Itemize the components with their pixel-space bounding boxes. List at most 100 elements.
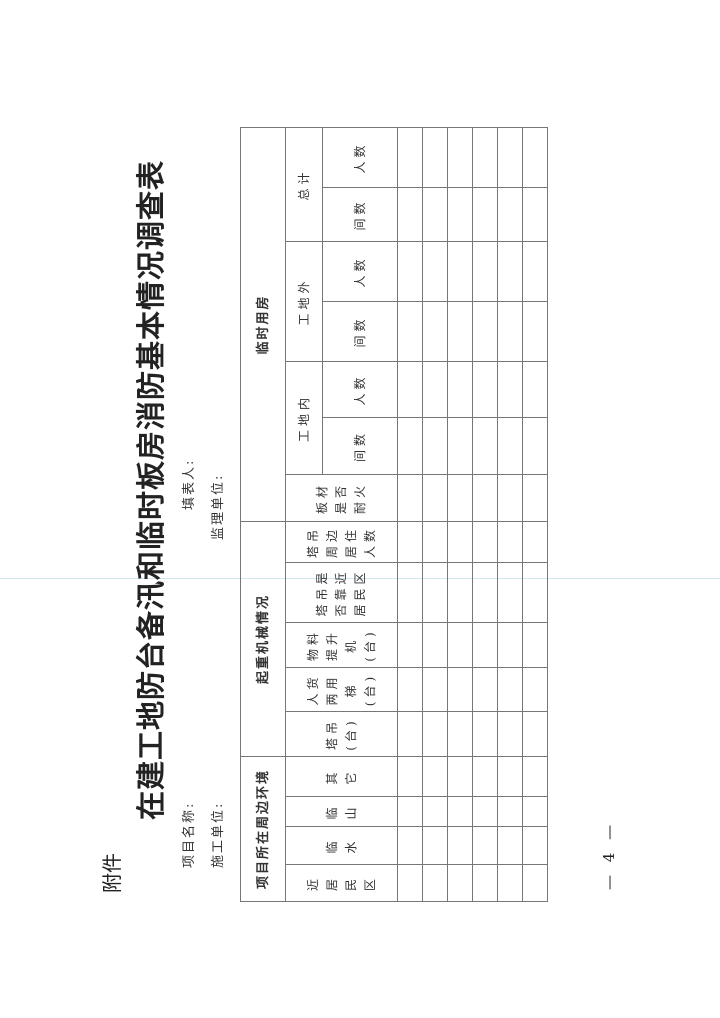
table-cell[interactable] xyxy=(447,301,473,362)
table-cell[interactable] xyxy=(497,622,523,668)
table-cell[interactable] xyxy=(472,622,498,668)
table-cell[interactable] xyxy=(522,127,548,188)
table-cell[interactable] xyxy=(422,826,448,865)
table-cell[interactable] xyxy=(422,474,448,522)
table-cell[interactable] xyxy=(497,474,523,522)
table-cell[interactable] xyxy=(472,864,498,902)
table-cell[interactable] xyxy=(397,474,423,522)
table-cell[interactable] xyxy=(447,622,473,668)
table-cell[interactable] xyxy=(497,521,523,563)
table-cell[interactable] xyxy=(472,521,498,563)
table-cell[interactable] xyxy=(472,417,498,475)
table-cell[interactable] xyxy=(497,756,523,797)
table-cell[interactable] xyxy=(522,241,548,302)
table-cell[interactable] xyxy=(422,187,448,242)
table-cell[interactable] xyxy=(397,361,423,418)
table-cell[interactable] xyxy=(447,187,473,242)
col-total-rooms: 间数 xyxy=(322,187,398,242)
table-cell[interactable] xyxy=(397,796,423,827)
table-cell[interactable] xyxy=(447,361,473,418)
survey-table: 项目所在周边环境 起重机械情况 临时用房 近 居 民 区 临 水 临 山 其 它… xyxy=(240,127,548,902)
table-cell[interactable] xyxy=(422,521,448,563)
table-cell[interactable] xyxy=(497,711,523,757)
table-cell[interactable] xyxy=(447,474,473,522)
table-cell[interactable] xyxy=(422,417,448,475)
table-cell[interactable] xyxy=(522,562,548,623)
table-cell[interactable] xyxy=(447,521,473,563)
table-cell[interactable] xyxy=(397,711,423,757)
table-cell[interactable] xyxy=(447,241,473,302)
table-cell[interactable] xyxy=(472,361,498,418)
table-cell[interactable] xyxy=(522,187,548,242)
table-cell[interactable] xyxy=(522,622,548,668)
table-cell[interactable] xyxy=(497,417,523,475)
table-cell[interactable] xyxy=(397,521,423,563)
table-cell[interactable] xyxy=(497,301,523,362)
table-cell[interactable] xyxy=(422,622,448,668)
table-cell[interactable] xyxy=(472,127,498,188)
table-cell[interactable] xyxy=(522,521,548,563)
table-cell[interactable] xyxy=(472,187,498,242)
table-cell[interactable] xyxy=(472,301,498,362)
table-cell[interactable] xyxy=(497,796,523,827)
table-cell[interactable] xyxy=(422,127,448,188)
table-cell[interactable] xyxy=(497,241,523,302)
table-cell[interactable] xyxy=(522,864,548,902)
table-cell[interactable] xyxy=(497,187,523,242)
table-cell[interactable] xyxy=(522,361,548,418)
table-cell[interactable] xyxy=(522,756,548,797)
table-cell[interactable] xyxy=(522,474,548,522)
table-cell[interactable] xyxy=(497,127,523,188)
table-cell[interactable] xyxy=(422,562,448,623)
table-cell[interactable] xyxy=(522,711,548,757)
table-cell[interactable] xyxy=(447,417,473,475)
table-cell[interactable] xyxy=(422,241,448,302)
supervision-unit-label: 监理单位: xyxy=(211,473,226,540)
table-cell[interactable] xyxy=(472,756,498,797)
table-cell[interactable] xyxy=(422,361,448,418)
table-cell[interactable] xyxy=(447,756,473,797)
table-cell[interactable] xyxy=(522,667,548,712)
table-cell[interactable] xyxy=(397,864,423,902)
table-cell[interactable] xyxy=(472,474,498,522)
table-cell[interactable] xyxy=(472,711,498,757)
table-cell[interactable] xyxy=(497,667,523,712)
table-cell[interactable] xyxy=(397,127,423,188)
table-cell[interactable] xyxy=(397,417,423,475)
table-cell[interactable] xyxy=(397,622,423,668)
table-cell[interactable] xyxy=(497,864,523,902)
table-cell[interactable] xyxy=(447,864,473,902)
table-cell[interactable] xyxy=(422,796,448,827)
table-cell[interactable] xyxy=(397,756,423,797)
table-cell[interactable] xyxy=(472,796,498,827)
table-cell[interactable] xyxy=(422,864,448,902)
table-cell[interactable] xyxy=(522,796,548,827)
table-cell[interactable] xyxy=(497,562,523,623)
table-row xyxy=(497,127,523,902)
table-cell[interactable] xyxy=(472,826,498,865)
table-cell[interactable] xyxy=(397,562,423,623)
table-cell[interactable] xyxy=(447,127,473,188)
table-cell[interactable] xyxy=(447,796,473,827)
table-cell[interactable] xyxy=(447,711,473,757)
table-cell[interactable] xyxy=(447,826,473,865)
table-cell[interactable] xyxy=(472,241,498,302)
table-cell[interactable] xyxy=(522,826,548,865)
table-cell[interactable] xyxy=(397,301,423,362)
table-cell[interactable] xyxy=(397,241,423,302)
table-cell[interactable] xyxy=(497,826,523,865)
table-cell[interactable] xyxy=(422,711,448,757)
table-cell[interactable] xyxy=(447,667,473,712)
table-cell[interactable] xyxy=(422,667,448,712)
table-cell[interactable] xyxy=(397,187,423,242)
table-cell[interactable] xyxy=(522,417,548,475)
table-cell[interactable] xyxy=(472,562,498,623)
table-cell[interactable] xyxy=(522,301,548,362)
table-cell[interactable] xyxy=(497,361,523,418)
table-cell[interactable] xyxy=(397,826,423,865)
table-cell[interactable] xyxy=(397,667,423,712)
table-cell[interactable] xyxy=(422,756,448,797)
table-cell[interactable] xyxy=(472,667,498,712)
table-cell[interactable] xyxy=(447,562,473,623)
table-cell[interactable] xyxy=(422,301,448,362)
